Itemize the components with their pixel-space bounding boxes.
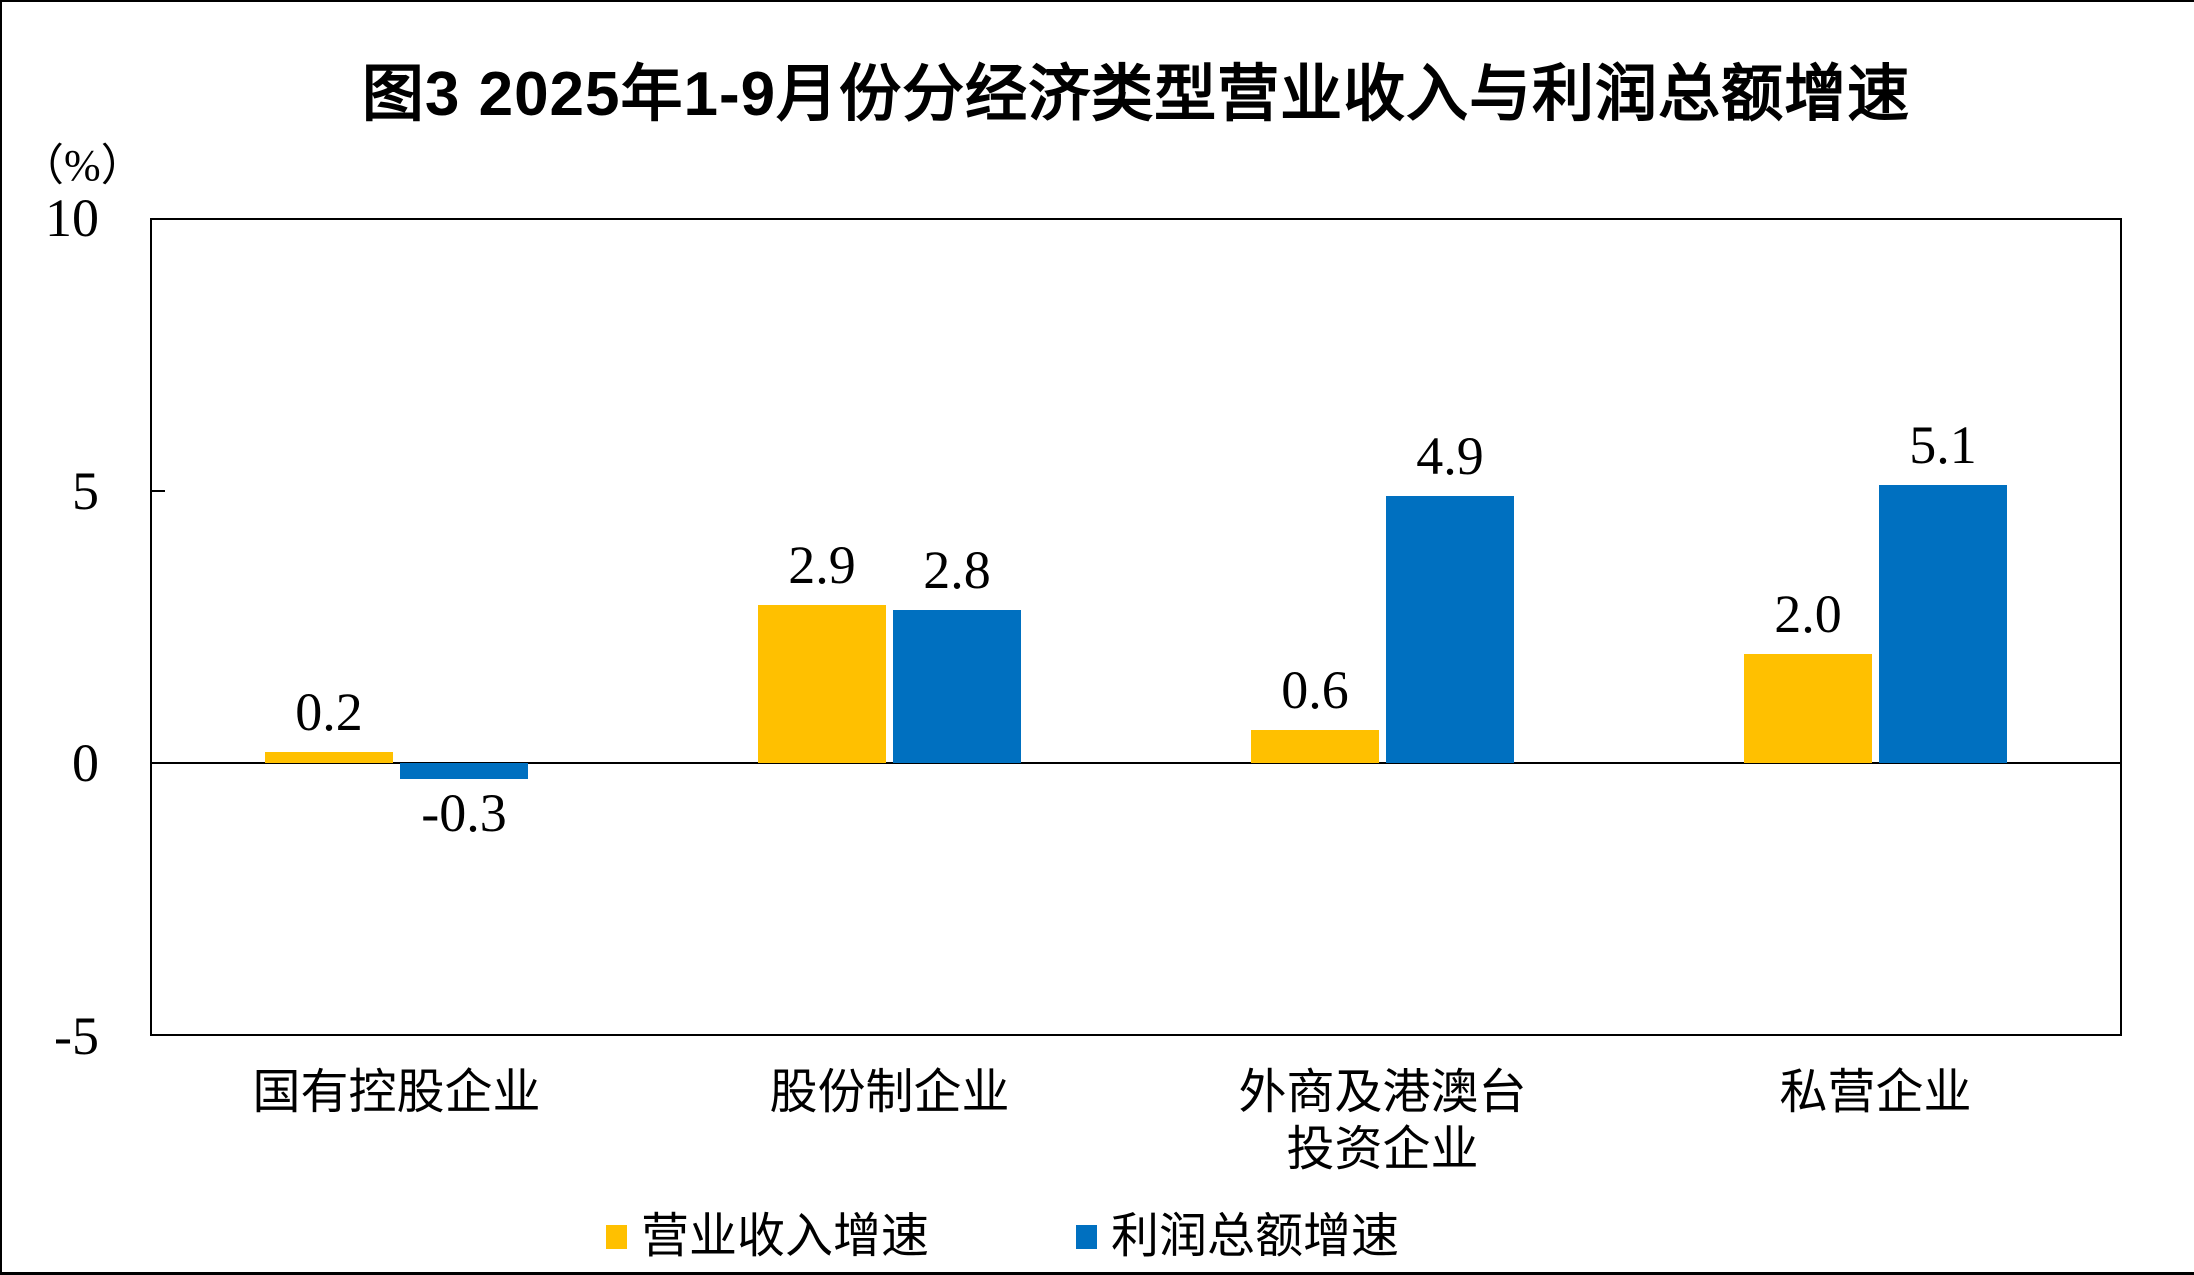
y-tick-mark: [150, 490, 165, 492]
bar-value-label: 2.0: [1774, 584, 1842, 644]
bar-value-label: 4.9: [1416, 426, 1484, 486]
bar-value-label: 0.6: [1281, 660, 1349, 720]
legend-swatch-blue-icon: [1076, 1225, 1097, 1249]
y-tick-label: 5: [72, 460, 99, 521]
legend-label: 营业收入增速: [641, 1210, 930, 1263]
bar-利润总额增速-股份制企业: [893, 610, 1021, 763]
legend-swatch-yellow-icon: [606, 1225, 627, 1249]
legend-item-total-profit: 利润总额增速: [1076, 1210, 1399, 1264]
bar-利润总额增速-外商及港澳台投资企业: [1386, 496, 1514, 763]
zero-axis-line: [150, 762, 2122, 764]
category-label: 国有控股企业: [252, 1066, 541, 1119]
plot-area: 0.2 -0.3 2.9 2.8 0.6 4.9 2.0 5.1: [150, 218, 2122, 1036]
bar-value-label: 2.9: [788, 535, 856, 595]
legend-label: 利润总额增速: [1111, 1210, 1400, 1263]
category-label: 股份制企业: [769, 1066, 1010, 1119]
legend-item-operating-revenue: 营业收入增速: [606, 1210, 929, 1264]
bar-value-label: 2.8: [923, 540, 991, 600]
bar-利润总额增速-私营企业: [1879, 485, 2007, 763]
bar-利润总额增速-国有控股企业: [400, 763, 528, 779]
y-tick-label: -5: [54, 1006, 99, 1066]
chart-title: 图3 2025年1-9月份分经济类型营业收入与利润总额增速: [361, 60, 1911, 129]
y-tick-label: 10: [45, 188, 99, 248]
bar-营业收入增速-私营企业: [1744, 654, 1872, 763]
category-label: 私营企业: [1779, 1066, 1972, 1119]
bar-营业收入增速-国有控股企业: [265, 752, 393, 763]
category-label: 外商及港澳台 投资企业: [1238, 1066, 1527, 1176]
bar-营业收入增速-外商及港澳台投资企业: [1251, 730, 1379, 763]
plot-frame-border: [150, 218, 2122, 1036]
y-axis-unit-label: （%）: [20, 141, 145, 190]
bar-value-label: -0.3: [421, 783, 507, 843]
y-tick-label: 0: [72, 733, 99, 794]
bar-营业收入增速-股份制企业: [758, 605, 886, 763]
bar-value-label: 0.2: [295, 682, 363, 742]
bar-value-label: 5.1: [1909, 415, 1977, 475]
